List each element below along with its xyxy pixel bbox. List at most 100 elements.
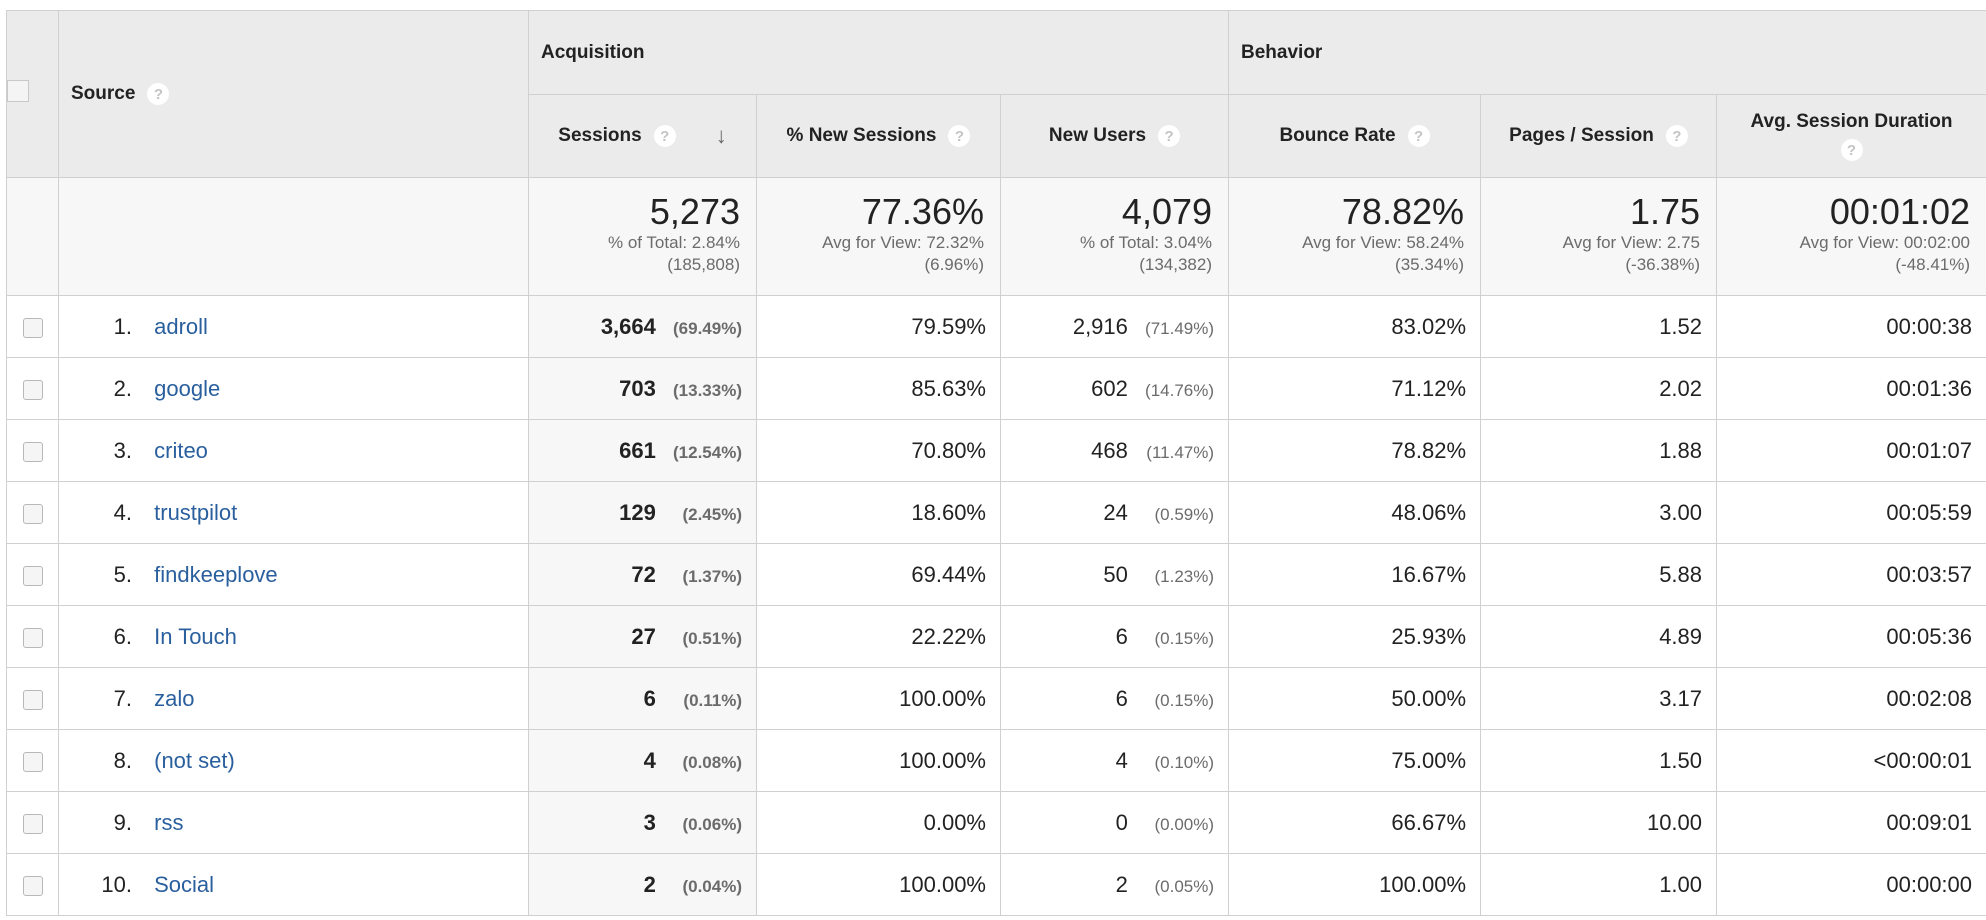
table-row: 1. adroll 3,664 (69.49%) 79.59% 2,916 (7… [7, 296, 1986, 358]
new-users-column-header[interactable]: New Users ? [1001, 95, 1229, 178]
new-users-value: 602 [1048, 376, 1128, 402]
table-row: 3. criteo 661 (12.54%) 70.80% 468 (11.47… [7, 420, 1986, 482]
totals-subtext: (134,382) [1001, 254, 1212, 276]
totals-value: 1.75 [1481, 192, 1700, 232]
bounce-rate-cell: 25.93% [1229, 606, 1481, 668]
pages-session-cell: 1.88 [1481, 420, 1717, 482]
sessions-cell: 72 (1.37%) [529, 544, 757, 606]
new-users-value: 6 [1048, 624, 1128, 650]
sessions-value: 661 [576, 438, 656, 464]
source-link[interactable]: zalo [154, 686, 194, 711]
source-link[interactable]: adroll [154, 314, 208, 339]
totals-subtext: Avg for View: 72.32% [757, 232, 984, 254]
pages-session-cell: 2.02 [1481, 358, 1717, 420]
sessions-percent: (69.49%) [662, 319, 742, 339]
totals-subtext: (35.34%) [1229, 254, 1464, 276]
new-users-percent: (71.49%) [1134, 319, 1214, 339]
new-sessions-cell: 100.00% [757, 668, 1001, 730]
bounce-rate-cell: 100.00% [1229, 854, 1481, 916]
pages-session-column-header[interactable]: Pages / Session ? [1481, 95, 1717, 178]
new-users-value: 2 [1048, 872, 1128, 898]
sessions-header-label: Sessions [558, 125, 641, 147]
sessions-cell: 2 (0.04%) [529, 854, 757, 916]
bounce-rate-column-header[interactable]: Bounce Rate ? [1229, 95, 1481, 178]
sessions-percent: (13.33%) [662, 381, 742, 401]
sessions-percent: (12.54%) [662, 443, 742, 463]
row-checkbox[interactable] [23, 504, 43, 524]
avg-session-duration-cell: 00:09:01 [1717, 792, 1986, 854]
totals-bounce-rate: 78.82% Avg for View: 58.24% (35.34%) [1229, 178, 1481, 296]
source-cell: 5. findkeeplove [59, 544, 529, 606]
select-all-cell [7, 11, 59, 178]
new-sessions-cell: 79.59% [757, 296, 1001, 358]
row-checkbox-cell [7, 606, 59, 668]
row-checkbox[interactable] [23, 628, 43, 648]
source-link[interactable]: (not set) [154, 748, 235, 773]
source-link[interactable]: criteo [154, 438, 208, 463]
row-checkbox-cell [7, 730, 59, 792]
help-icon[interactable]: ? [1841, 139, 1863, 161]
row-checkbox-cell [7, 358, 59, 420]
row-checkbox[interactable] [23, 752, 43, 772]
new-sessions-cell: 0.00% [757, 792, 1001, 854]
sessions-value: 2 [576, 872, 656, 898]
totals-subtext: (185,808) [529, 254, 740, 276]
sessions-column-header[interactable]: Sessions ? ↓ [529, 95, 757, 178]
source-column-header[interactable]: Source ? [59, 11, 529, 178]
sort-descending-icon[interactable]: ↓ [716, 123, 727, 149]
source-link[interactable]: rss [154, 810, 183, 835]
source-cell: 8. (not set) [59, 730, 529, 792]
table-row: 8. (not set) 4 (0.08%) 100.00% 4 (0.10%)… [7, 730, 1986, 792]
new-users-value: 6 [1048, 686, 1128, 712]
sessions-value: 6 [576, 686, 656, 712]
new-users-cell: 6 (0.15%) [1001, 668, 1229, 730]
row-checkbox[interactable] [23, 690, 43, 710]
pages-session-cell: 3.00 [1481, 482, 1717, 544]
bounce-rate-cell: 71.12% [1229, 358, 1481, 420]
sessions-value: 3,664 [576, 314, 656, 340]
help-icon[interactable]: ? [654, 125, 676, 147]
help-icon[interactable]: ? [948, 125, 970, 147]
help-icon[interactable]: ? [1666, 125, 1688, 147]
select-all-checkbox[interactable] [7, 80, 29, 102]
totals-new-users: 4,079 % of Total: 3.04% (134,382) [1001, 178, 1229, 296]
new-users-percent: (0.15%) [1134, 629, 1214, 649]
new-sessions-column-header[interactable]: % New Sessions ? [757, 95, 1001, 178]
totals-subtext: (-36.38%) [1481, 254, 1700, 276]
header-group-row: Source ? Acquisition Behavior [7, 11, 1986, 95]
row-checkbox[interactable] [23, 380, 43, 400]
avg-session-duration-cell: 00:00:00 [1717, 854, 1986, 916]
help-icon[interactable]: ? [1408, 125, 1430, 147]
help-icon[interactable]: ? [1158, 125, 1180, 147]
new-users-cell: 2,916 (71.49%) [1001, 296, 1229, 358]
new-users-percent: (0.15%) [1134, 691, 1214, 711]
pages-session-cell: 1.52 [1481, 296, 1717, 358]
avg-session-duration-cell: 00:00:38 [1717, 296, 1986, 358]
source-link[interactable]: In Touch [154, 624, 237, 649]
new-users-cell: 6 (0.15%) [1001, 606, 1229, 668]
totals-subtext: % of Total: 2.84% [529, 232, 740, 254]
source-link[interactable]: Social [154, 872, 214, 897]
source-link[interactable]: google [154, 376, 220, 401]
table-row: 10. Social 2 (0.04%) 100.00% 2 (0.05%) 1… [7, 854, 1986, 916]
row-index: 2. [77, 376, 132, 402]
row-checkbox[interactable] [23, 318, 43, 338]
source-link[interactable]: findkeeplove [154, 562, 278, 587]
row-checkbox[interactable] [23, 814, 43, 834]
new-users-percent: (0.59%) [1134, 505, 1214, 525]
sessions-percent: (2.45%) [662, 505, 742, 525]
totals-subtext: % of Total: 3.04% [1001, 232, 1212, 254]
sessions-value: 72 [576, 562, 656, 588]
avg-session-duration-column-header[interactable]: Avg. Session Duration ? [1717, 95, 1986, 178]
new-sessions-cell: 70.80% [757, 420, 1001, 482]
row-checkbox[interactable] [23, 876, 43, 896]
row-checkbox[interactable] [23, 442, 43, 462]
sessions-cell: 4 (0.08%) [529, 730, 757, 792]
sessions-cell: 129 (2.45%) [529, 482, 757, 544]
table-row: 9. rss 3 (0.06%) 0.00% 0 (0.00%) 66.67% … [7, 792, 1986, 854]
totals-subtext: (6.96%) [757, 254, 984, 276]
help-icon[interactable]: ? [147, 83, 169, 105]
row-checkbox[interactable] [23, 566, 43, 586]
source-link[interactable]: trustpilot [154, 500, 237, 525]
bounce-rate-cell: 16.67% [1229, 544, 1481, 606]
